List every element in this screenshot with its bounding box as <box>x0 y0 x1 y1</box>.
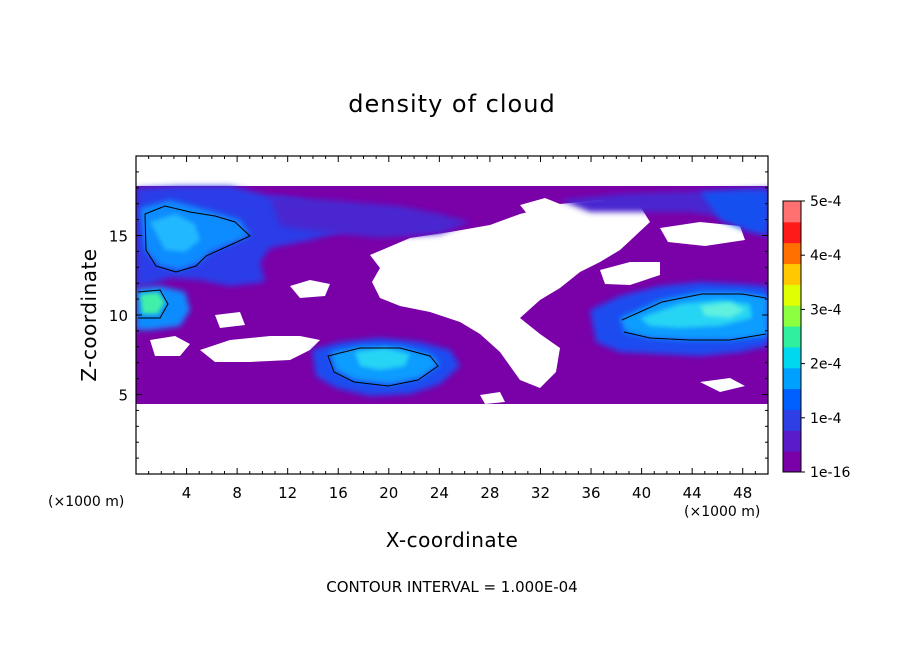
patch-upper-left-core <box>150 214 200 252</box>
contour-lower-center <box>327 347 439 387</box>
x-tick-label-40: 40 <box>632 484 651 502</box>
x-axis: 4 8 12 16 20 24 28 32 36 40 44 48 <box>148 156 756 502</box>
clear-hole-left <box>200 336 320 362</box>
clear-air-regions <box>150 198 745 404</box>
clear-hole-mid-small <box>215 312 245 328</box>
colorbar-segment <box>783 284 801 306</box>
colorbar-segment <box>783 201 801 223</box>
x-tick-label-48: 48 <box>733 484 752 502</box>
colorbar-tick-label-5: 1e-16 <box>810 465 850 481</box>
colorbar-segment <box>783 221 801 244</box>
colorbar-segment <box>783 326 801 348</box>
contour-interval-note: CONTOUR INTERVAL = 1.000E-04 <box>326 578 577 596</box>
y-axis-label: Z-coordinate <box>77 248 101 381</box>
x-tick-label-20: 20 <box>379 484 398 502</box>
contour-lines <box>137 205 767 387</box>
clear-hole-top-center <box>520 198 560 215</box>
colorbar-tick-label-1: 4e-4 <box>810 248 842 264</box>
clear-hole-bottom <box>480 392 505 404</box>
colorbar-segment <box>783 409 801 431</box>
contour-upper-left <box>144 205 251 273</box>
colorbar-tick-label-0: 5e-4 <box>810 194 842 210</box>
x-tick-label-16: 16 <box>329 484 348 502</box>
x-tick-label-24: 24 <box>430 484 449 502</box>
x-tick-label-12: 12 <box>278 484 297 502</box>
density-patches <box>136 186 768 396</box>
patch-left-edge-core <box>140 292 165 314</box>
clear-hole-right <box>600 262 660 285</box>
x-axis-label: X-coordinate <box>386 528 519 552</box>
patch-right-middle-peak <box>700 302 745 318</box>
colorbar-segment <box>783 388 801 410</box>
colorbar: 5e-4 4e-4 3e-4 2e-4 1e-4 1e-16 <box>782 194 850 481</box>
y-tick-label-10: 10 <box>109 307 128 325</box>
colorbar-segment <box>783 263 801 285</box>
x-tick-label-28: 28 <box>480 484 499 502</box>
y-axis: 5 10 15 <box>109 171 768 459</box>
clear-hole-bottom-right <box>700 378 745 392</box>
colorbar-tick-label-2: 3e-4 <box>810 302 842 318</box>
colorbar-segment <box>783 305 801 327</box>
colorbar-segment <box>783 430 801 452</box>
patch-upper-right-blue <box>700 190 768 236</box>
colorbar-tick-label-4: 1e-4 <box>810 411 842 427</box>
colorbar-segment <box>783 451 801 473</box>
contour-right-middle <box>621 293 767 341</box>
clear-hole-central <box>370 200 650 388</box>
x-tick-label-36: 36 <box>581 484 600 502</box>
colorbar-segment <box>783 346 801 369</box>
colorbar-segment <box>783 242 801 265</box>
x-tick-label-8: 8 <box>232 484 242 502</box>
y-tick-label-5: 5 <box>118 387 128 405</box>
x-tick-label-44: 44 <box>683 484 702 502</box>
chart-title: density of cloud <box>348 90 555 118</box>
plot-area <box>136 186 768 404</box>
clear-hole-right-top <box>660 222 745 246</box>
x-unit-right: (×1000 m) <box>684 504 760 520</box>
patch-lower-center-core <box>355 348 410 370</box>
clear-hole-mid-left <box>290 280 330 298</box>
clear-hole-left-small <box>150 336 190 356</box>
colorbar-segment <box>783 367 801 390</box>
colorbar-frame <box>782 200 802 473</box>
x-unit-left: (×1000 m) <box>48 494 124 510</box>
x-tick-label-32: 32 <box>531 484 550 502</box>
patch-upper-band <box>270 196 470 238</box>
y-tick-label-15: 15 <box>109 228 128 246</box>
colorbar-tick-label-3: 2e-4 <box>810 357 842 373</box>
x-tick-label-4: 4 <box>182 484 192 502</box>
contour-left-edge <box>137 289 169 319</box>
